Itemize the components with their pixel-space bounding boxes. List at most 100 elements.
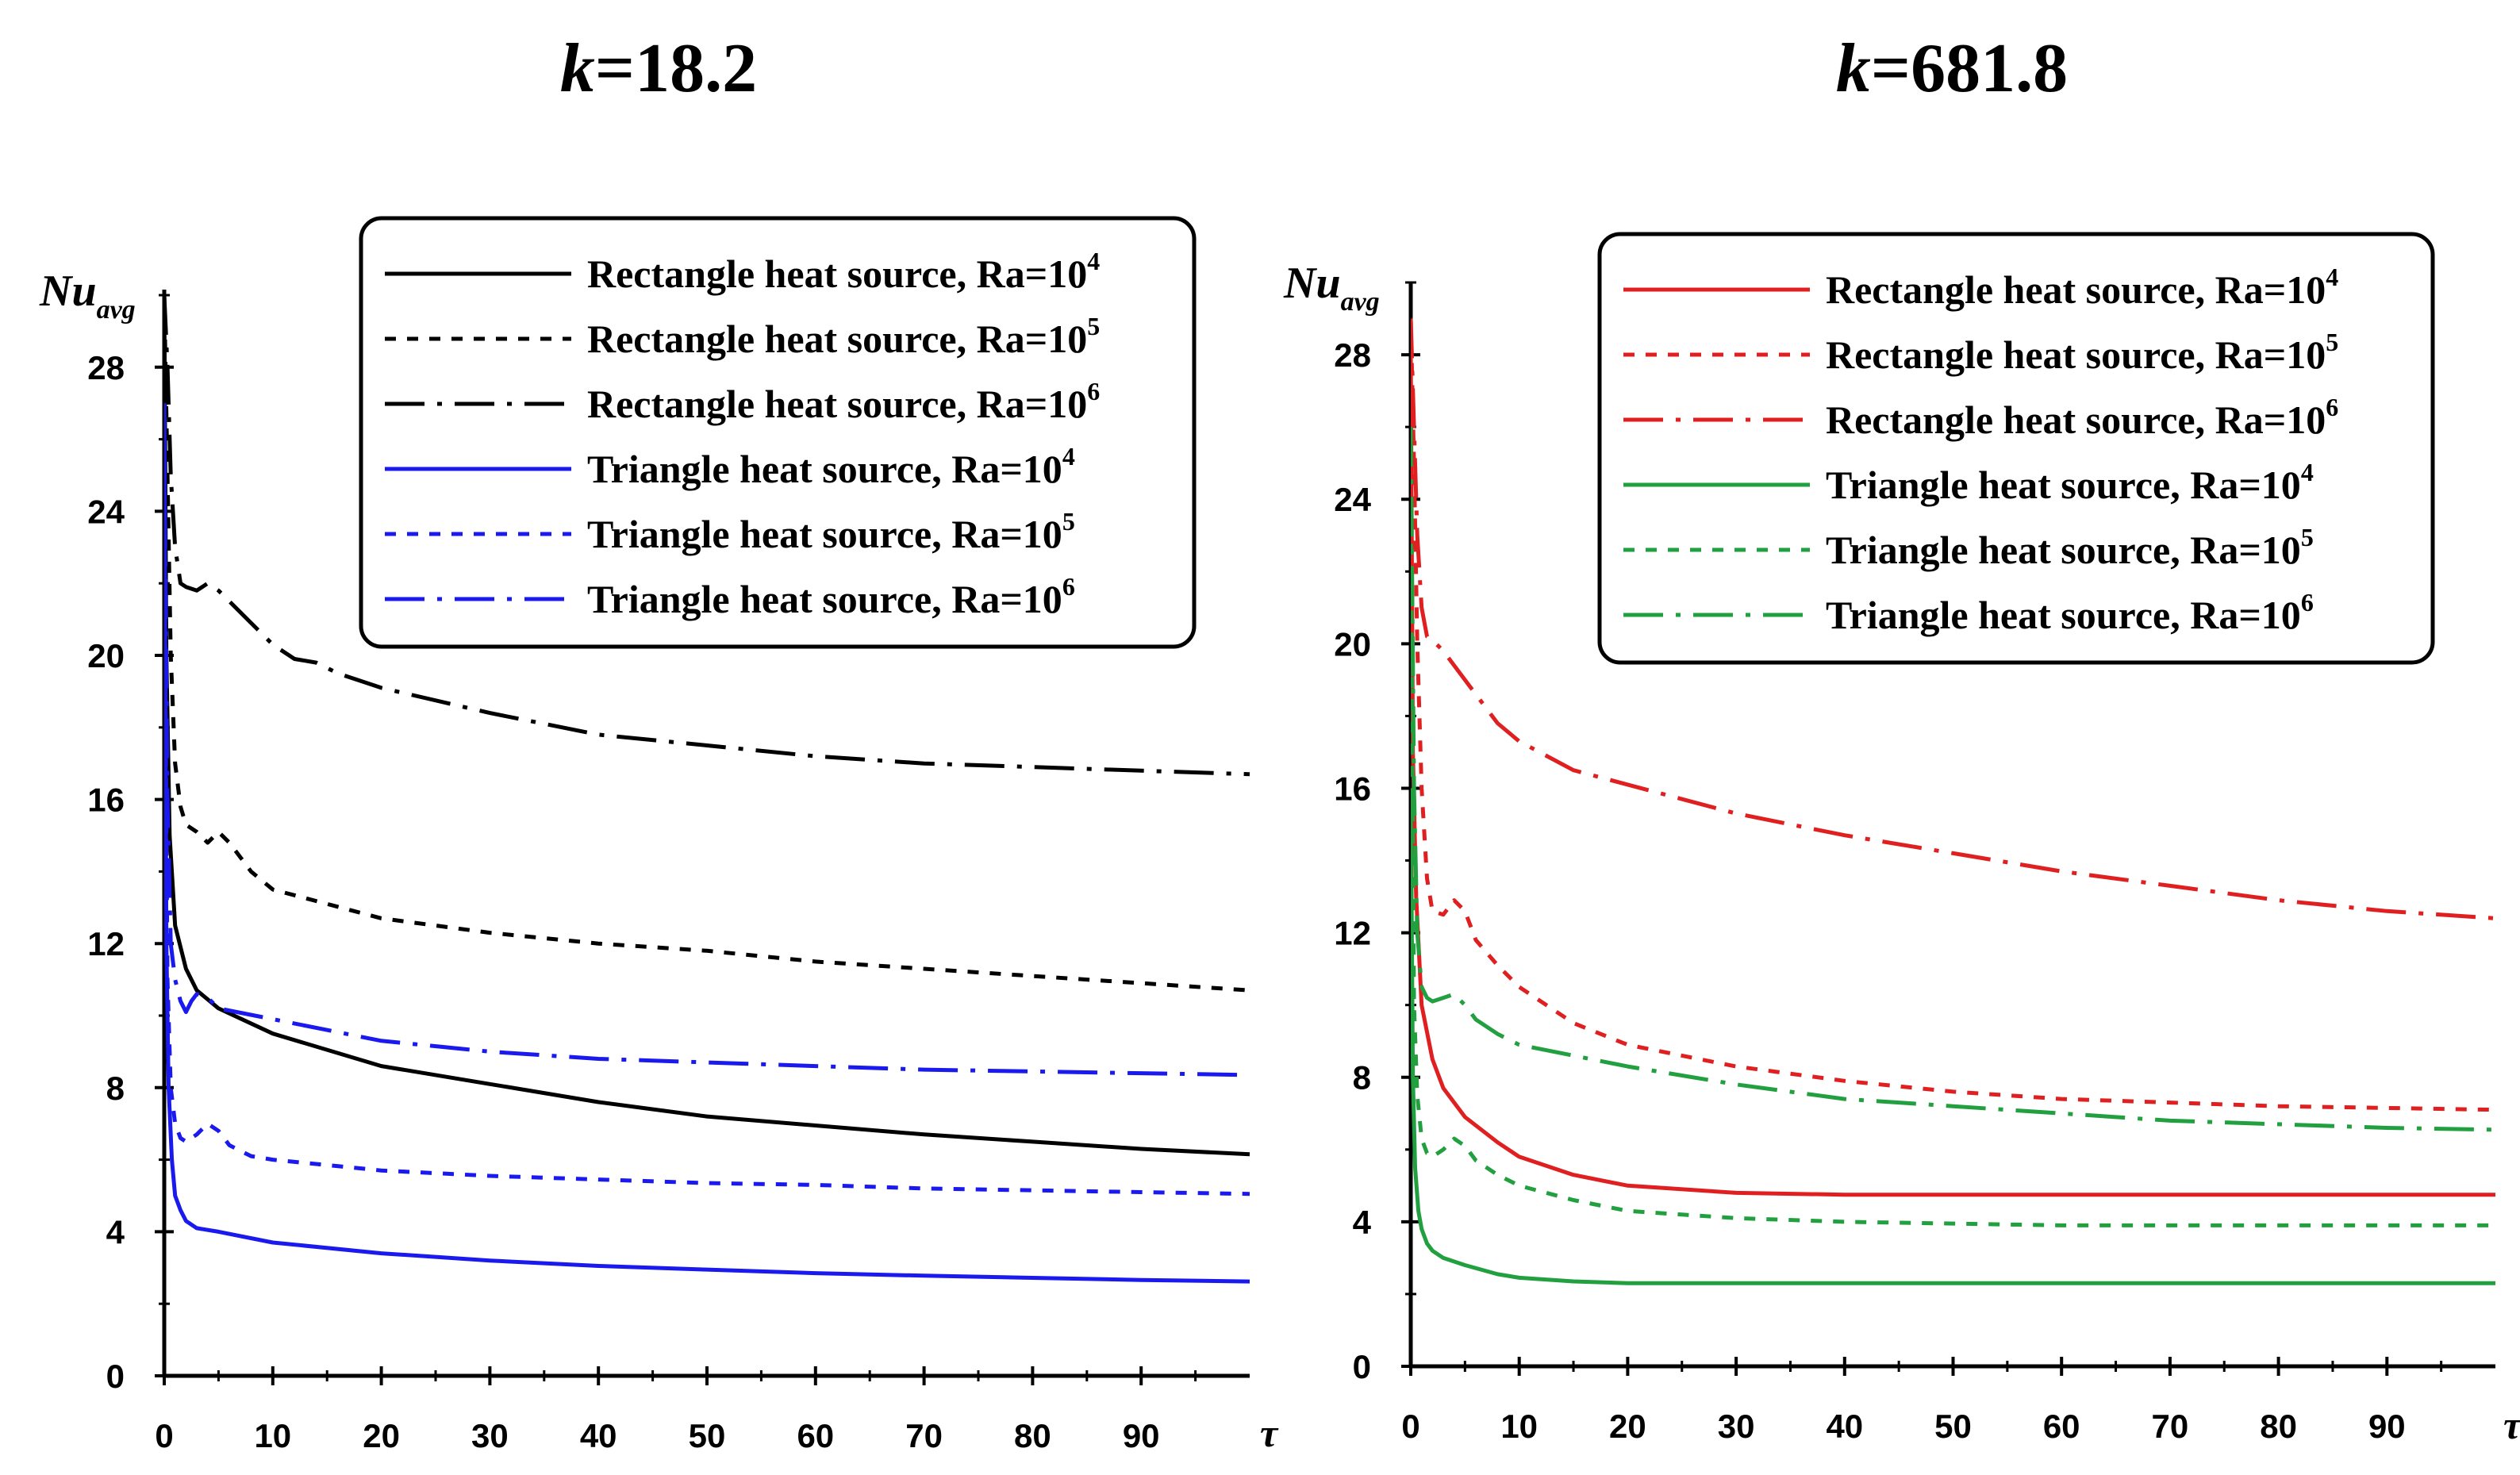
- series-line-2: [1411, 318, 2496, 1112]
- chart-title-value: =681.8: [1871, 30, 2068, 107]
- legend-label-1: Rectangle heat source, Ra=104: [587, 247, 1100, 296]
- y-tick-label: 24: [1334, 481, 1371, 518]
- x-tick-label: 20: [1609, 1408, 1646, 1445]
- series-line-6: [1411, 427, 2496, 1132]
- x-tick-label: 70: [2152, 1408, 2189, 1445]
- chart-title: k=18.2: [560, 30, 757, 107]
- x-tick-label: 50: [689, 1417, 726, 1454]
- legend-label-5: Triangle heat source, Ra=105: [1826, 523, 2314, 572]
- series-line-2: [164, 294, 1250, 993]
- y-axis-label-sub: avg: [97, 295, 136, 325]
- legend-text: Triangle heat source, Ra=10: [587, 447, 1062, 491]
- y-tick-label: 20: [1334, 625, 1371, 663]
- legend-exponent: 6: [1062, 572, 1075, 601]
- series-line-3: [164, 294, 1250, 777]
- y-tick-label: 0: [106, 1358, 125, 1395]
- y-axis-label-main: Nu: [39, 267, 97, 316]
- legend-label-6: Triangle heat source, Ra=106: [1826, 588, 2314, 637]
- y-tick-label: 8: [106, 1070, 125, 1107]
- series-line-1: [1411, 355, 2495, 1197]
- legend-exponent: 4: [1062, 442, 1075, 471]
- y-tick-label: 4: [1353, 1204, 1372, 1241]
- chart-title-value: =18.2: [595, 30, 757, 107]
- legend-label-4: Triangle heat source, Ra=104: [1826, 458, 2314, 507]
- y-tick-label: 16: [87, 782, 125, 819]
- x-tick-label: 0: [1401, 1408, 1419, 1445]
- legend-exponent: 5: [2301, 523, 2314, 551]
- legend-box: [359, 216, 1197, 649]
- x-tick-label: 40: [580, 1417, 617, 1454]
- legend-text: Rectangle heat source, Ra=10: [1826, 267, 2326, 312]
- legend-exponent: 4: [2326, 263, 2338, 291]
- series-line-4: [1411, 788, 2495, 1285]
- chart-title-symbol: k: [560, 30, 595, 107]
- x-tick-label: 30: [471, 1417, 509, 1454]
- series-line-6: [164, 439, 1250, 1077]
- legend-exponent: 6: [2326, 393, 2338, 421]
- x-tick-label: 90: [2368, 1408, 2406, 1445]
- x-tick-label: 60: [2043, 1408, 2080, 1445]
- series-line-4: [164, 403, 1250, 1284]
- legend-label-5: Triangle heat source, Ra=105: [587, 507, 1075, 556]
- legend-box: [1597, 232, 2435, 665]
- legend-text: Rectangle heat source, Ra=10: [1826, 398, 2326, 442]
- chart-title: k=681.8: [1836, 30, 2068, 107]
- legend-text: Rectangle heat source, Ra=10: [587, 317, 1087, 361]
- legend-text: Rectangle heat source, Ra=10: [587, 382, 1087, 426]
- series-line-5: [1411, 499, 2495, 1227]
- legend-label-4: Triangle heat source, Ra=104: [587, 442, 1075, 491]
- legend-label-3: Rectangle heat source, Ra=106: [587, 377, 1100, 426]
- legend-exponent: 6: [2301, 588, 2314, 617]
- y-tick-label: 12: [1334, 915, 1371, 952]
- legend-text: Triangle heat source, Ra=10: [1826, 528, 2301, 572]
- legend-label-3: Rectangle heat source, Ra=106: [1826, 393, 2338, 442]
- legend-label-6: Triangle heat source, Ra=106: [587, 572, 1075, 621]
- y-tick-label: 12: [87, 925, 125, 962]
- legend-exponent: 4: [1087, 247, 1100, 275]
- legend-label-2: Rectangle heat source, Ra=105: [1826, 328, 2338, 377]
- x-tick-label: 80: [2260, 1408, 2297, 1445]
- legend-exponent: 4: [2301, 458, 2314, 486]
- y-axis-label-sub: avg: [1341, 287, 1380, 317]
- y-axis-label: Nuavg: [1283, 259, 1380, 317]
- x-tick-label: 60: [797, 1417, 834, 1454]
- x-tick-label: 10: [254, 1417, 291, 1454]
- legend-label-1: Rectangle heat source, Ra=104: [1826, 263, 2338, 312]
- legend-text: Triangle heat source, Ra=10: [587, 512, 1062, 556]
- legend-text: Rectangle heat source, Ra=10: [1826, 332, 2326, 377]
- chart-title-symbol: k: [1836, 30, 1871, 107]
- legend-text: Triangle heat source, Ra=10: [1826, 593, 2301, 637]
- y-tick-label: 8: [1353, 1059, 1371, 1097]
- y-tick-label: 28: [87, 349, 125, 386]
- chart-panel-1: k=18.2 0 4 8 12 16 20 24 28 0 10 20 30 40 50 60 70 80 90 Nu…: [39, 30, 1279, 1455]
- series-line-1: [164, 294, 1250, 1157]
- x-tick-label: 10: [1500, 1408, 1538, 1445]
- legend-text: Triangle heat source, Ra=10: [1826, 463, 2301, 507]
- y-tick-label: 4: [106, 1213, 125, 1250]
- y-axis-label: Nuavg: [39, 267, 136, 325]
- x-tick-label: 50: [1934, 1408, 1972, 1445]
- legend-exponent: 5: [2326, 328, 2338, 356]
- legend-exponent: 6: [1087, 377, 1100, 405]
- y-tick-label: 28: [1334, 336, 1371, 374]
- series-line-3: [1411, 318, 2496, 920]
- x-tick-label: 70: [905, 1417, 943, 1454]
- legend-text: Rectangle heat source, Ra=10: [587, 252, 1087, 296]
- x-tick-label: 80: [1014, 1417, 1051, 1454]
- y-tick-label: 24: [87, 493, 125, 530]
- y-tick-label: 20: [87, 637, 125, 674]
- x-axis-label: τ: [1260, 1411, 1279, 1455]
- y-tick-label: 0: [1353, 1348, 1371, 1385]
- x-tick-label: 40: [1826, 1408, 1863, 1445]
- legend-exponent: 5: [1087, 312, 1100, 340]
- y-tick-label: 16: [1334, 770, 1371, 807]
- legend-exponent: 5: [1062, 507, 1075, 536]
- legend-text: Triangle heat source, Ra=10: [587, 577, 1062, 621]
- x-axis-label: τ: [2503, 1403, 2520, 1447]
- x-tick-label: 30: [1718, 1408, 1755, 1445]
- x-tick-label: 0: [155, 1417, 173, 1454]
- legend-label-2: Rectangle heat source, Ra=105: [587, 312, 1100, 361]
